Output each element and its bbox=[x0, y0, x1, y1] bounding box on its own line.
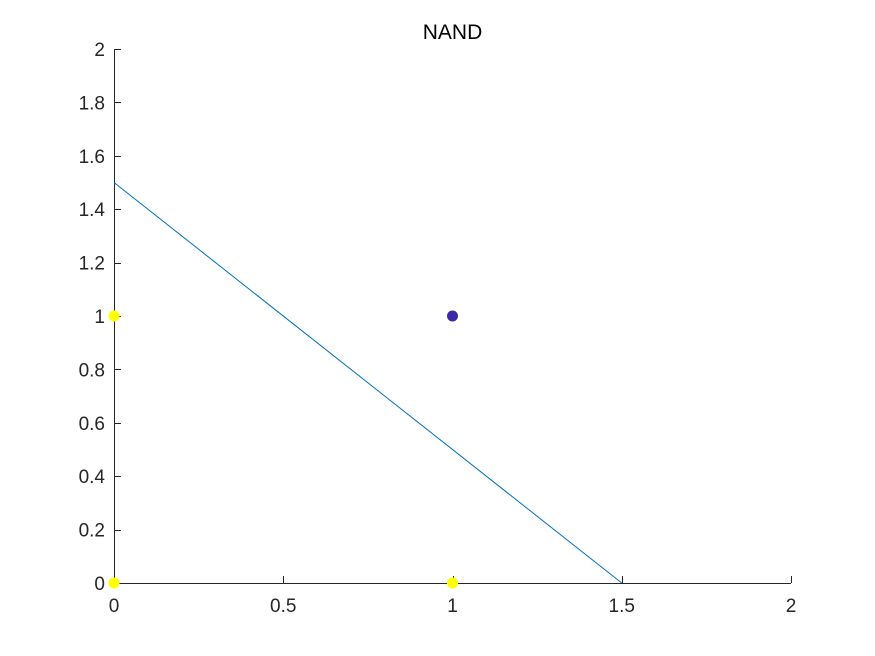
chart-title: NAND bbox=[423, 21, 483, 44]
boundary-line bbox=[113, 182, 623, 584]
y-axis-ticks: 0 0.2 0.4 0.6 0.8 1 1.2 1.4 1.6 1.8 2 bbox=[79, 40, 121, 595]
data-point bbox=[108, 577, 120, 589]
y-tick-label: 1 bbox=[94, 307, 105, 328]
data-points-series bbox=[108, 310, 458, 589]
y-tick-label: 1.4 bbox=[79, 200, 106, 221]
y-tick-label: 0 bbox=[94, 574, 105, 595]
y-tick-label: 0.6 bbox=[79, 414, 105, 435]
y-tick-label: 1.6 bbox=[79, 147, 105, 168]
x-tick-label: 1.5 bbox=[609, 596, 635, 617]
x-tick-label: 0.5 bbox=[270, 596, 296, 617]
data-point bbox=[108, 310, 120, 322]
data-point bbox=[447, 577, 458, 589]
x-tick-label: 1 bbox=[447, 596, 458, 617]
y-tick-label: 0.8 bbox=[79, 360, 105, 381]
y-tick-label: 0.2 bbox=[79, 521, 105, 542]
x-tick-label: 2 bbox=[786, 596, 797, 617]
y-tick-label: 1.2 bbox=[79, 254, 105, 275]
x-tick-label: 0 bbox=[109, 596, 120, 617]
decision-boundary-series bbox=[113, 182, 623, 584]
y-tick-label: 2 bbox=[94, 40, 105, 61]
y-tick-label: 1.8 bbox=[79, 93, 105, 114]
data-point bbox=[447, 310, 458, 322]
y-tick-label: 0.4 bbox=[79, 467, 106, 488]
x-axis-ticks: 0 0.5 1 1.5 2 bbox=[109, 576, 797, 617]
